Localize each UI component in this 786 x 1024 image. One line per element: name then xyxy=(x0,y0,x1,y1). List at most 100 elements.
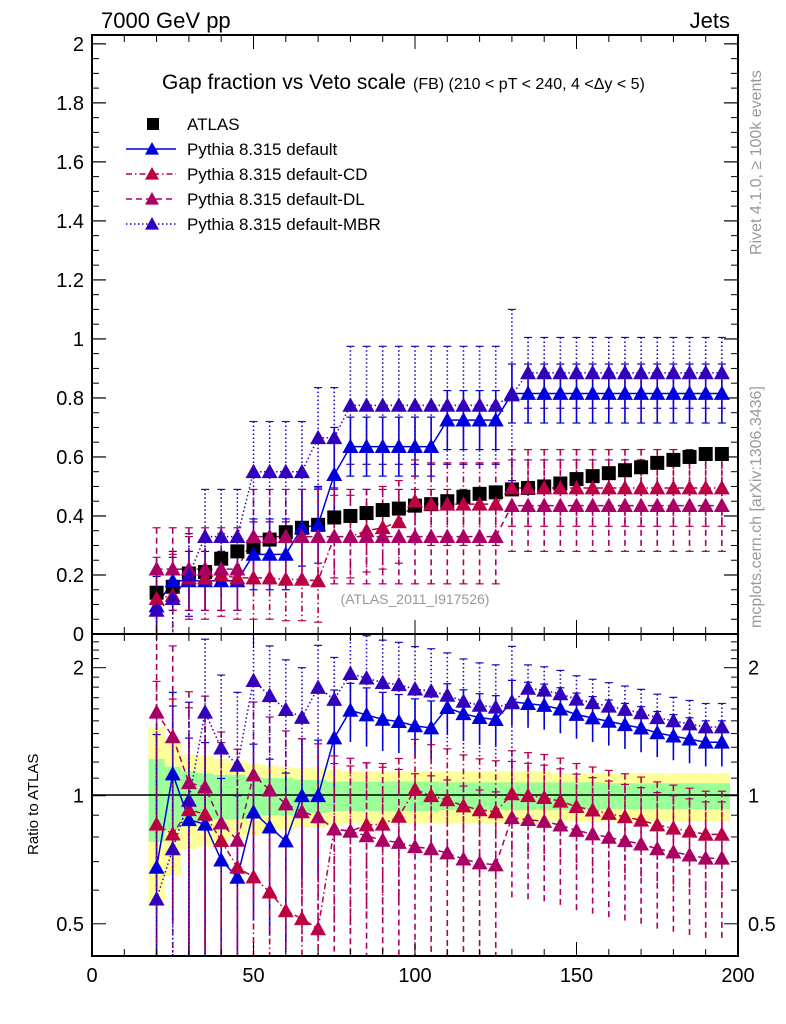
model-point xyxy=(245,463,262,479)
model-point xyxy=(148,561,165,576)
ratio-point xyxy=(180,811,197,827)
ratio-point xyxy=(197,816,214,831)
ratio-point xyxy=(568,822,585,837)
model-point xyxy=(423,496,440,511)
model-point xyxy=(471,528,488,544)
model-point xyxy=(536,497,553,513)
ratio-point xyxy=(229,832,246,847)
ratio-point xyxy=(616,832,633,848)
y-tick-label: 1 xyxy=(73,329,84,351)
legend-label: ATLAS xyxy=(187,115,240,134)
model-point xyxy=(277,463,294,479)
ratio-line-2 xyxy=(156,788,722,931)
model-point xyxy=(616,364,633,380)
ratio-point xyxy=(197,779,214,794)
ratio-y-tick-label: 0.5 xyxy=(56,914,84,936)
model-point xyxy=(293,519,310,535)
model-point xyxy=(439,412,456,427)
legend-square-icon xyxy=(147,118,159,130)
model-point xyxy=(310,516,327,532)
ratio-point xyxy=(374,816,391,831)
model-point xyxy=(374,438,391,454)
model-point xyxy=(520,479,537,495)
chart-subtitle: (FB) (210 < pT < 240, 4 <Δy < 5) xyxy=(413,76,645,93)
ratio-point xyxy=(390,808,407,823)
ratio-line-3 xyxy=(155,711,722,866)
ratio-point xyxy=(358,670,375,685)
model-point xyxy=(245,569,262,585)
ratio-point xyxy=(180,774,197,790)
watermark: (ATLAS_2011_I917526) xyxy=(341,591,490,607)
model-point xyxy=(455,496,472,511)
model-point xyxy=(310,572,327,588)
ratio-point xyxy=(552,701,569,716)
ratio-point xyxy=(633,812,650,827)
model-point xyxy=(407,438,423,454)
model-point xyxy=(713,364,730,380)
model-point xyxy=(423,528,440,544)
ratio-point xyxy=(213,832,230,848)
ratio-point xyxy=(520,811,537,827)
y-tick-label: 1.4 xyxy=(56,211,84,233)
ratio-point xyxy=(520,695,537,711)
model-point xyxy=(390,438,407,454)
ratio-point xyxy=(358,827,375,843)
legend-item: ATLAS xyxy=(147,115,240,134)
model-point xyxy=(277,571,294,586)
ratio-point xyxy=(310,787,327,803)
model-point xyxy=(649,479,666,495)
model-point xyxy=(407,528,423,544)
atlas-point xyxy=(488,485,503,500)
ratio-y-tick-label: 2 xyxy=(73,658,84,680)
model-point xyxy=(487,528,504,544)
ratio-point xyxy=(213,815,230,830)
model-point xyxy=(229,561,246,576)
model-point xyxy=(261,569,278,585)
band-inner-bin xyxy=(681,783,698,810)
ratio-point xyxy=(423,787,440,803)
legend-label: Pythia 8.315 default-DL xyxy=(187,190,365,209)
ratio-point xyxy=(261,687,278,703)
x-tick-label: 50 xyxy=(242,965,264,987)
legend-item: Pythia 8.315 default xyxy=(126,140,338,159)
ratio-point xyxy=(697,850,714,865)
ratio-point xyxy=(374,711,391,726)
ratio-point xyxy=(293,709,310,724)
model-point xyxy=(342,397,359,412)
model-point xyxy=(164,561,181,576)
model-point xyxy=(358,397,375,412)
model-point xyxy=(503,386,520,402)
ratio-point xyxy=(245,767,262,782)
model-point xyxy=(600,479,617,495)
ratio-y-tick-label: 1 xyxy=(73,786,84,808)
atlas-point xyxy=(569,472,584,487)
ratio-point xyxy=(261,782,278,797)
ratio-point xyxy=(471,709,488,725)
model-point xyxy=(616,497,633,513)
model-point xyxy=(552,479,569,495)
model-point xyxy=(148,602,165,617)
ratio-point xyxy=(407,681,423,696)
model-point xyxy=(520,364,537,380)
model-point xyxy=(439,528,456,544)
ratio-point xyxy=(455,797,472,813)
y-tick-label: 1.2 xyxy=(56,270,84,292)
ratio-point xyxy=(503,785,520,801)
ratio-point xyxy=(713,734,730,749)
ratio-point xyxy=(180,801,197,817)
model-point xyxy=(197,569,214,585)
ratio-line-4 xyxy=(155,672,722,900)
model-point xyxy=(665,497,682,513)
ratio-point xyxy=(600,829,617,844)
model-point xyxy=(261,546,278,561)
ratio-point xyxy=(520,787,537,803)
legend-triangle-icon xyxy=(145,217,159,230)
model-point xyxy=(600,385,617,400)
ratio-point xyxy=(374,832,391,847)
model-point xyxy=(568,364,585,380)
ratio-point xyxy=(277,833,294,848)
mcplots-label: mcplots.cern.ch [arXiv:1306.3436] xyxy=(748,386,765,628)
ratio-point xyxy=(471,801,488,817)
ratio-point xyxy=(665,844,682,859)
atlas-point xyxy=(666,452,681,467)
